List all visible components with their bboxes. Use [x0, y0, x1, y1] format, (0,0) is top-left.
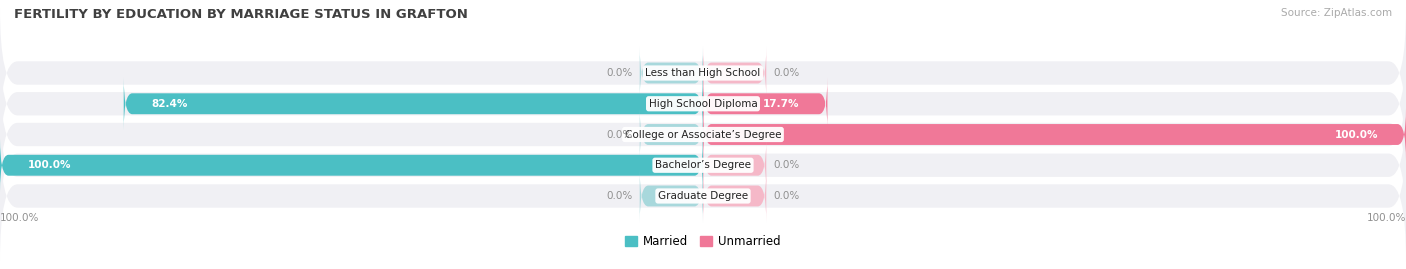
FancyBboxPatch shape [703, 108, 1406, 161]
FancyBboxPatch shape [703, 139, 766, 192]
Text: 100.0%: 100.0% [28, 160, 72, 170]
FancyBboxPatch shape [0, 100, 1406, 231]
FancyBboxPatch shape [0, 131, 1406, 261]
Text: FERTILITY BY EDUCATION BY MARRIAGE STATUS IN GRAFTON: FERTILITY BY EDUCATION BY MARRIAGE STATU… [14, 8, 468, 21]
Text: High School Diploma: High School Diploma [648, 99, 758, 109]
FancyBboxPatch shape [0, 38, 1406, 169]
FancyBboxPatch shape [124, 77, 703, 130]
FancyBboxPatch shape [0, 8, 1406, 138]
Text: 0.0%: 0.0% [606, 68, 633, 78]
FancyBboxPatch shape [640, 47, 703, 100]
Text: 82.4%: 82.4% [152, 99, 188, 109]
FancyBboxPatch shape [0, 139, 703, 192]
FancyBboxPatch shape [703, 169, 766, 222]
FancyBboxPatch shape [0, 69, 1406, 200]
Text: 0.0%: 0.0% [773, 160, 800, 170]
FancyBboxPatch shape [703, 47, 766, 100]
Text: 100.0%: 100.0% [0, 213, 39, 223]
Text: 0.0%: 0.0% [773, 68, 800, 78]
Text: College or Associate’s Degree: College or Associate’s Degree [624, 129, 782, 140]
Text: 0.0%: 0.0% [606, 129, 633, 140]
Text: Bachelor’s Degree: Bachelor’s Degree [655, 160, 751, 170]
Text: Graduate Degree: Graduate Degree [658, 191, 748, 201]
Text: 100.0%: 100.0% [1367, 213, 1406, 223]
Text: Source: ZipAtlas.com: Source: ZipAtlas.com [1281, 8, 1392, 18]
Text: 17.7%: 17.7% [763, 99, 799, 109]
Text: Less than High School: Less than High School [645, 68, 761, 78]
Text: 0.0%: 0.0% [773, 191, 800, 201]
FancyBboxPatch shape [703, 77, 827, 130]
Legend: Married, Unmarried: Married, Unmarried [620, 230, 786, 253]
FancyBboxPatch shape [640, 108, 703, 161]
Text: 100.0%: 100.0% [1334, 129, 1378, 140]
FancyBboxPatch shape [640, 169, 703, 222]
Text: 0.0%: 0.0% [606, 191, 633, 201]
